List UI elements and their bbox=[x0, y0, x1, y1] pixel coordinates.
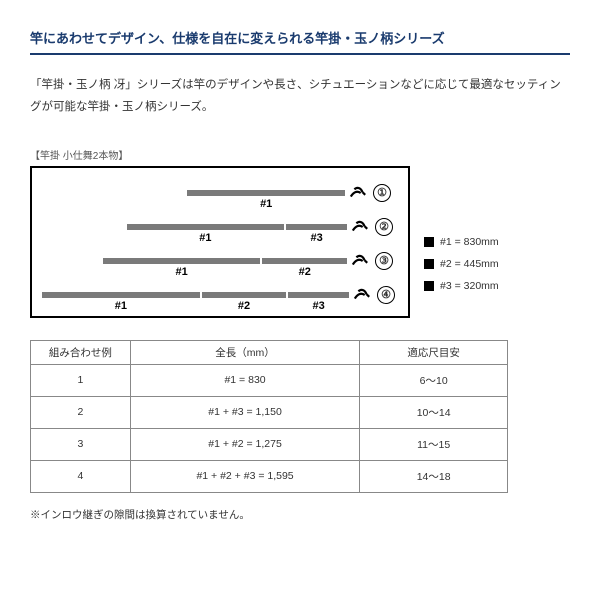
segment: #1 bbox=[187, 190, 345, 196]
combination-table: 組み合わせ例 全長（mm） 適応尺目安 1#1 = 8306～102#1 + #… bbox=[30, 340, 508, 493]
row-number-circle: ① bbox=[373, 184, 391, 202]
segment-bar bbox=[187, 190, 345, 196]
hook-icon bbox=[351, 252, 369, 270]
hook-icon bbox=[353, 286, 371, 304]
footnote: ※インロウ継ぎの隙間は換算されていません。 bbox=[30, 507, 570, 522]
hook-icon bbox=[349, 184, 367, 202]
table-row: 1#1 = 8306～10 bbox=[31, 364, 508, 396]
segment-label: #1 bbox=[260, 198, 272, 210]
legend-item: #1 = 830mm bbox=[424, 236, 499, 248]
table-cell: 1 bbox=[31, 364, 131, 396]
table-cell: 3 bbox=[31, 428, 131, 460]
row-number-circle: ③ bbox=[375, 252, 393, 270]
segment-label: #1 bbox=[115, 300, 127, 312]
segment: #3 bbox=[288, 292, 349, 298]
segment-bar bbox=[42, 292, 200, 298]
segment-bar bbox=[262, 258, 347, 264]
rod-row: #1#2#3④ bbox=[42, 280, 398, 310]
table-body: 1#1 = 8306～102#1 + #3 = 1,15010～143#1 + … bbox=[31, 364, 508, 492]
table-row: 4#1 + #2 + #3 = 1,59514～18 bbox=[31, 460, 508, 492]
row-number-circle: ② bbox=[375, 218, 393, 236]
segment: #1 bbox=[42, 292, 200, 298]
th-shaku: 適応尺目安 bbox=[360, 340, 508, 364]
table-cell: 2 bbox=[31, 396, 131, 428]
table-cell: #1 + #2 + #3 = 1,595 bbox=[130, 460, 360, 492]
title-block: 竿にあわせてデザイン、仕様を自在に変えられる竿掛・玉ノ柄シリーズ bbox=[30, 28, 570, 55]
segment-label: #1 bbox=[176, 266, 188, 278]
table-cell: 6～10 bbox=[360, 364, 508, 396]
segment-label: #2 bbox=[238, 300, 250, 312]
table-cell: 10～14 bbox=[360, 396, 508, 428]
segment-bar bbox=[286, 224, 347, 230]
legend-label: #1 = 830mm bbox=[440, 236, 499, 248]
table-header-row: 組み合わせ例 全長（mm） 適応尺目安 bbox=[31, 340, 508, 364]
table-cell: 4 bbox=[31, 460, 131, 492]
segment: #3 bbox=[286, 224, 347, 230]
table-cell: #1 + #2 = 1,275 bbox=[130, 428, 360, 460]
segment-bar bbox=[202, 292, 287, 298]
legend-square-icon bbox=[424, 259, 434, 269]
diagram-row: #1①#1#3②#1#2③#1#2#3④ #1 = 830mm#2 = 445m… bbox=[30, 166, 570, 318]
rod-row: #1#3② bbox=[42, 212, 398, 242]
rod-row: #1#2③ bbox=[42, 246, 398, 276]
legend-item: #3 = 320mm bbox=[424, 280, 499, 292]
legend-square-icon bbox=[424, 281, 434, 291]
segment-label: #2 bbox=[299, 266, 311, 278]
legend-label: #3 = 320mm bbox=[440, 280, 499, 292]
table-row: 2#1 + #3 = 1,15010～14 bbox=[31, 396, 508, 428]
segment: #1 bbox=[127, 224, 285, 230]
table-cell: #1 + #3 = 1,150 bbox=[130, 396, 360, 428]
table-row: 3#1 + #2 = 1,27511～15 bbox=[31, 428, 508, 460]
legend-label: #2 = 445mm bbox=[440, 258, 499, 270]
hook-icon bbox=[351, 218, 369, 236]
rod-row: #1 ① bbox=[42, 178, 398, 208]
segment-bar bbox=[103, 258, 261, 264]
segment-bar bbox=[127, 224, 285, 230]
page-title: 竿にあわせてデザイン、仕様を自在に変えられる竿掛・玉ノ柄シリーズ bbox=[30, 28, 570, 47]
segment: #2 bbox=[262, 258, 347, 264]
segment-label: #3 bbox=[311, 232, 323, 244]
table-cell: 14～18 bbox=[360, 460, 508, 492]
diagram-box: #1①#1#3②#1#2③#1#2#3④ bbox=[30, 166, 410, 318]
segment-bar bbox=[288, 292, 349, 298]
legend-item: #2 = 445mm bbox=[424, 258, 499, 270]
legend-square-icon bbox=[424, 237, 434, 247]
table-cell: 11～15 bbox=[360, 428, 508, 460]
table-cell: #1 = 830 bbox=[130, 364, 360, 396]
segment: #1 bbox=[103, 258, 261, 264]
segment: #2 bbox=[202, 292, 287, 298]
row-number-circle: ④ bbox=[377, 286, 395, 304]
intro-text: 「竿掛・玉ノ柄 冴」シリーズは竿のデザインや長さ、シチュエーションなどに応じて最… bbox=[30, 75, 570, 119]
th-combo: 組み合わせ例 bbox=[31, 340, 131, 364]
segment-label: #1 bbox=[199, 232, 211, 244]
diagram-caption: 【竿掛 小仕舞2本物】 bbox=[30, 147, 570, 162]
legend: #1 = 830mm #2 = 445mm #3 = 320mm bbox=[424, 236, 499, 302]
segment-label: #3 bbox=[313, 300, 325, 312]
th-length: 全長（mm） bbox=[130, 340, 360, 364]
